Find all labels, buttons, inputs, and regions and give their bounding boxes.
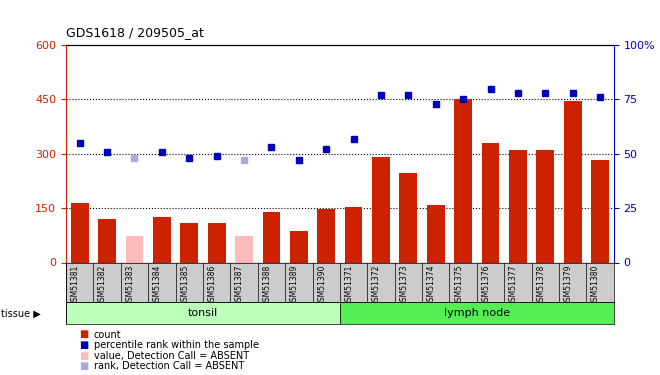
Text: GSM51385: GSM51385 <box>180 264 189 306</box>
Text: GSM51377: GSM51377 <box>509 264 518 306</box>
Bar <box>345 207 362 262</box>
Bar <box>564 101 581 262</box>
Text: GSM51380: GSM51380 <box>591 264 600 306</box>
Bar <box>71 203 88 262</box>
Bar <box>125 236 143 262</box>
Text: lymph node: lymph node <box>444 308 510 318</box>
Text: GSM51378: GSM51378 <box>537 264 545 306</box>
Bar <box>98 219 116 262</box>
Text: GSM51375: GSM51375 <box>454 264 463 306</box>
Text: rank, Detection Call = ABSENT: rank, Detection Call = ABSENT <box>94 361 244 371</box>
Text: tissue ▶: tissue ▶ <box>1 309 41 319</box>
Bar <box>317 209 335 262</box>
Text: GDS1618 / 209505_at: GDS1618 / 209505_at <box>66 26 204 39</box>
Text: GSM51382: GSM51382 <box>98 264 107 306</box>
Bar <box>509 150 527 262</box>
Text: GSM51390: GSM51390 <box>317 264 326 306</box>
Bar <box>290 231 308 262</box>
Text: GSM51373: GSM51373 <box>399 264 409 306</box>
Bar <box>482 143 500 262</box>
Text: GSM51379: GSM51379 <box>564 264 573 306</box>
Bar <box>537 150 554 262</box>
Bar <box>399 172 417 262</box>
Text: GSM51387: GSM51387 <box>235 264 244 306</box>
Text: ■: ■ <box>79 340 88 350</box>
Text: ■: ■ <box>79 361 88 371</box>
Text: GSM51388: GSM51388 <box>263 264 271 306</box>
Text: GSM51381: GSM51381 <box>71 264 80 306</box>
Bar <box>66 302 340 324</box>
Text: GSM51376: GSM51376 <box>482 264 490 306</box>
Bar <box>153 217 171 262</box>
Text: ■: ■ <box>79 330 88 339</box>
Text: tonsil: tonsil <box>188 308 218 318</box>
Text: GSM51374: GSM51374 <box>427 264 436 306</box>
Text: count: count <box>94 330 121 339</box>
Bar <box>427 205 445 262</box>
Text: GSM51386: GSM51386 <box>208 264 216 306</box>
Bar <box>591 160 609 262</box>
Bar <box>454 99 472 262</box>
Bar <box>180 224 198 262</box>
Text: GSM51389: GSM51389 <box>290 264 299 306</box>
Bar <box>235 236 253 262</box>
Bar <box>208 224 226 262</box>
Bar <box>263 212 280 262</box>
Text: percentile rank within the sample: percentile rank within the sample <box>94 340 259 350</box>
Text: GSM51371: GSM51371 <box>345 264 354 306</box>
Bar <box>372 158 390 262</box>
Text: ■: ■ <box>79 351 88 360</box>
Text: GSM51383: GSM51383 <box>125 264 135 306</box>
Bar <box>340 302 614 324</box>
Text: GSM51372: GSM51372 <box>372 264 381 306</box>
Text: GSM51384: GSM51384 <box>153 264 162 306</box>
Text: value, Detection Call = ABSENT: value, Detection Call = ABSENT <box>94 351 249 360</box>
